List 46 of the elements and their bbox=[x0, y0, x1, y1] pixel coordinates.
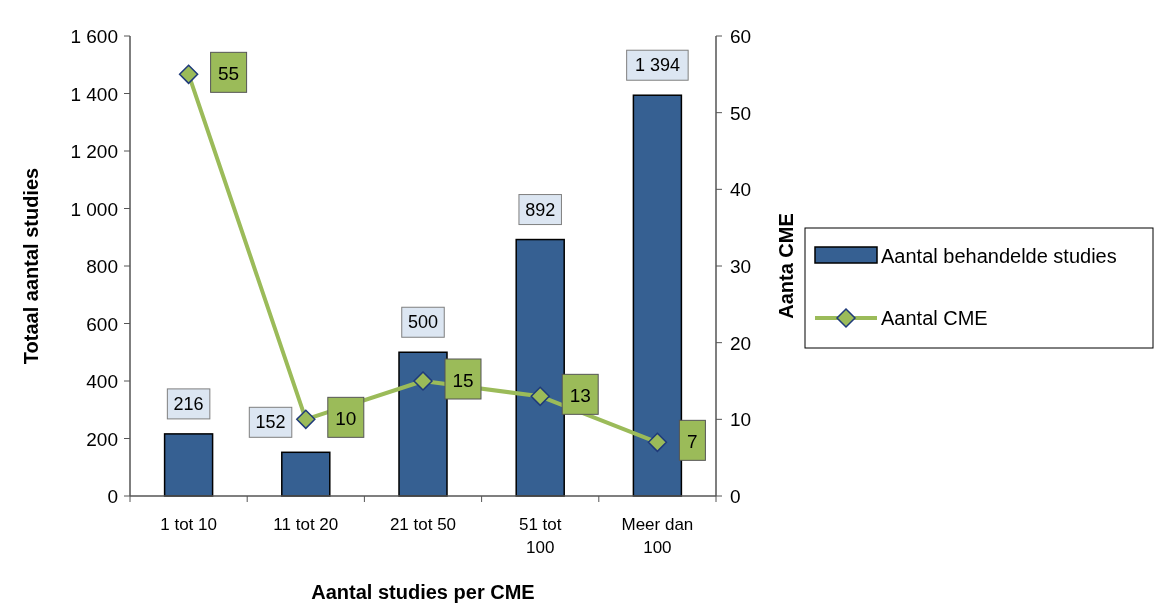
y-tick-label: 200 bbox=[86, 428, 118, 450]
y2-tick-label: 0 bbox=[730, 486, 741, 507]
x-tick-label: 1 tot 10 bbox=[160, 515, 217, 534]
data-label: 55 bbox=[218, 63, 240, 85]
bar bbox=[632, 94, 683, 497]
bar bbox=[398, 351, 448, 497]
y2-tick-label: 30 bbox=[730, 256, 752, 277]
y2-tick-label: 40 bbox=[730, 179, 752, 201]
legend-label: Aantal CME bbox=[881, 307, 988, 329]
y-tick-label: 1 200 bbox=[70, 141, 118, 162]
point bbox=[647, 432, 668, 453]
y-tick-label: 1 400 bbox=[70, 83, 118, 105]
y2-axis-title: Aanta CME bbox=[775, 213, 797, 319]
data-label: 13 bbox=[569, 385, 591, 407]
bar bbox=[281, 451, 331, 497]
point bbox=[413, 371, 433, 391]
data-label: 892 bbox=[525, 199, 556, 220]
bar bbox=[515, 238, 565, 497]
y-tick-label: 1 600 bbox=[70, 26, 118, 47]
y2-tick-label: 10 bbox=[730, 409, 752, 431]
data-label: 10 bbox=[335, 408, 357, 430]
bar bbox=[163, 433, 214, 497]
y2-tick-label: 50 bbox=[730, 102, 752, 124]
point bbox=[296, 409, 316, 430]
point bbox=[178, 64, 199, 85]
point bbox=[530, 386, 550, 407]
y2-tick-label: 60 bbox=[730, 26, 752, 47]
y-tick-label: 800 bbox=[86, 256, 118, 277]
y2-tick-label: 20 bbox=[730, 332, 752, 354]
y-axis-title: Totaal aantal studies bbox=[20, 167, 42, 365]
x-tick-label: 21 tot 50 bbox=[389, 515, 457, 534]
x-axis-title: Aantal studies per CME bbox=[311, 581, 535, 603]
y-tick-label: 400 bbox=[86, 371, 118, 392]
data-label: 7 bbox=[687, 431, 698, 453]
legend-label: Aantal behandelde studies bbox=[881, 245, 1117, 267]
x-tick-label: Meer dan 100 bbox=[621, 515, 694, 557]
data-label: 216 bbox=[173, 393, 204, 414]
data-label: 1 394 bbox=[634, 55, 680, 76]
y-tick-label: 1 000 bbox=[70, 198, 118, 220]
data-label: 152 bbox=[255, 412, 286, 433]
x-tick-label: 11 tot 20 bbox=[273, 515, 339, 534]
y-tick-label: 0 bbox=[107, 486, 118, 507]
data-label: 15 bbox=[452, 370, 474, 391]
y-tick-label: 600 bbox=[86, 313, 118, 335]
x-tick-label: 51 tot 100 bbox=[518, 515, 562, 557]
data-label: 500 bbox=[407, 312, 439, 333]
